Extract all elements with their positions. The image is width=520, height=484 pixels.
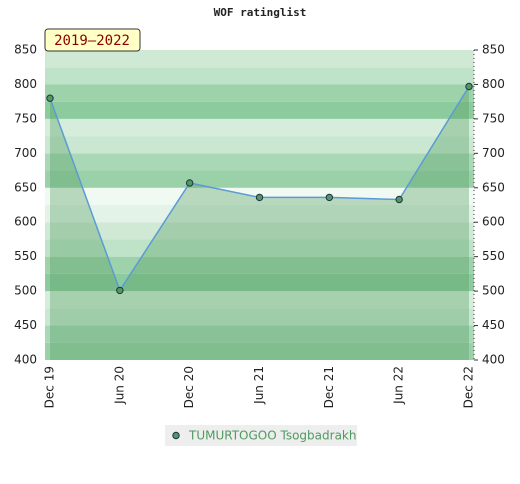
badge: 2019–2022 xyxy=(54,33,130,49)
chart-title: WOF ratinglist xyxy=(214,6,307,19)
point xyxy=(116,286,124,295)
point xyxy=(465,82,473,91)
y-tick-label: 450 xyxy=(14,318,37,332)
y-tick-label: 600 xyxy=(14,215,37,229)
y2-tick-label: 450 xyxy=(482,318,505,332)
y2-tick-label: 400 xyxy=(482,353,505,367)
x-tick-label: Jun 21 xyxy=(252,366,266,405)
legend-box xyxy=(165,425,357,446)
y-tick-label: 800 xyxy=(14,77,37,91)
grid-band xyxy=(45,153,474,171)
x-tick-label: Dec 19 xyxy=(43,366,57,408)
x-tick-label: Dec 20 xyxy=(182,366,196,408)
grid-band xyxy=(45,205,474,223)
y2-tick-label: 700 xyxy=(482,146,505,160)
x-tick-label: Dec 22 xyxy=(462,366,476,408)
y-tick-label: 400 xyxy=(14,353,37,367)
grid-band xyxy=(45,101,474,119)
x-tick-label: Dec 21 xyxy=(322,366,336,408)
point xyxy=(325,193,334,202)
point xyxy=(395,195,403,204)
area xyxy=(50,86,469,360)
x-tick-label: Jun 22 xyxy=(392,366,406,405)
grid-band xyxy=(45,118,474,137)
x-tick-label: Jun 20 xyxy=(112,366,126,405)
grid-band xyxy=(45,170,474,188)
y-tick-label: 650 xyxy=(14,180,37,194)
badge-box xyxy=(44,28,141,52)
y-tick-label: 850 xyxy=(14,43,37,57)
y2-tick-label: 600 xyxy=(482,215,505,229)
grid-band xyxy=(45,256,474,274)
y2-tick-label: 750 xyxy=(482,111,505,125)
y-tick-label: 700 xyxy=(14,146,37,160)
y-tick-label: 550 xyxy=(14,249,37,263)
grid-band xyxy=(45,239,474,257)
y2-tick-label: 850 xyxy=(482,43,505,57)
grid-band xyxy=(45,325,474,343)
grid-band xyxy=(45,291,474,309)
grid-band xyxy=(45,84,474,102)
grid-band xyxy=(45,67,474,85)
legend-marker xyxy=(172,431,180,440)
y-tick-label: 500 xyxy=(14,284,37,298)
point xyxy=(255,193,264,202)
y2-tick-label: 550 xyxy=(482,249,505,263)
grid-band xyxy=(45,222,474,240)
grid-band xyxy=(45,273,474,292)
y2-tick-label: 500 xyxy=(482,284,505,298)
y-tick-label: 750 xyxy=(14,111,37,125)
grid-band xyxy=(45,308,474,326)
point xyxy=(46,94,54,102)
y2-tick-label: 800 xyxy=(482,77,505,91)
point xyxy=(185,179,194,187)
grid-band xyxy=(45,342,474,360)
legend-label[interactable]: TUMURTOGOO Tsogbadrakh xyxy=(188,429,356,443)
grid-band xyxy=(45,136,474,154)
grid-band xyxy=(45,50,474,68)
y2-tick-label: 650 xyxy=(482,180,505,194)
